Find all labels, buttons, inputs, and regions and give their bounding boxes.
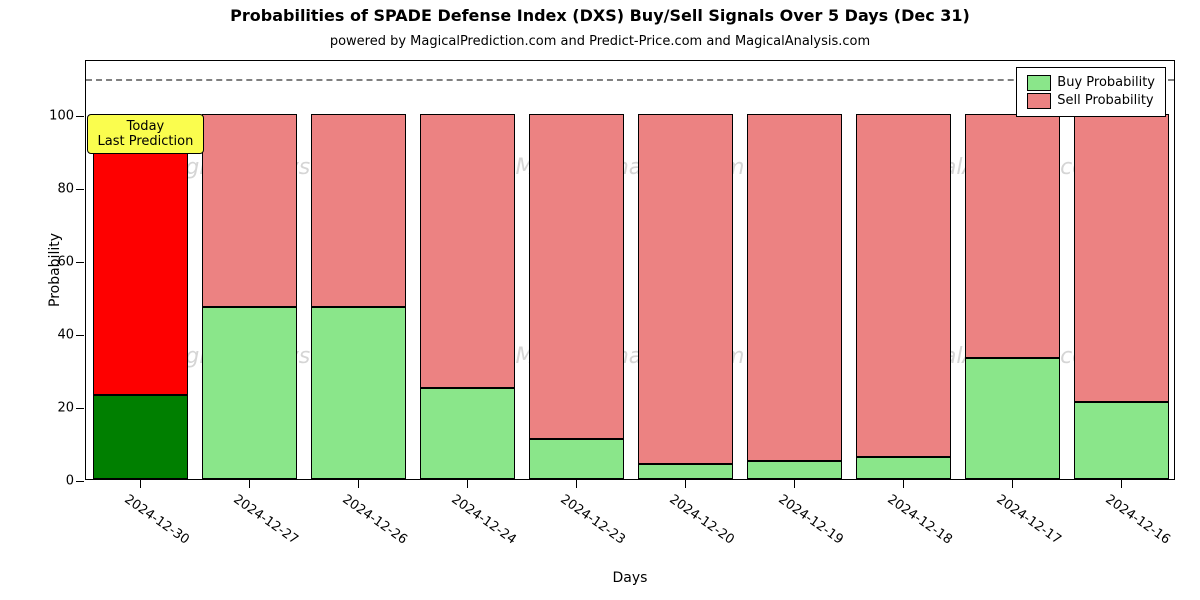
x-tick-label: 2024-12-27 [230, 492, 301, 548]
x-tick-label: 2024-12-23 [557, 492, 628, 548]
legend-label: Buy Probability [1057, 74, 1155, 92]
x-tick [1121, 480, 1122, 488]
x-tick-label: 2024-12-24 [448, 492, 519, 548]
y-axis-label: Probability [47, 233, 63, 307]
bar-segment-buy [420, 388, 516, 479]
bar-segment-sell [202, 114, 298, 308]
x-tick [467, 480, 468, 488]
legend-row: Sell Probability [1027, 92, 1155, 110]
chart-title: Probabilities of SPADE Defense Index (DX… [0, 6, 1200, 25]
today-annotation: Today Last Prediction [87, 114, 205, 154]
x-axis-label: Days [85, 570, 1175, 586]
x-tick-label: 2024-12-16 [1102, 492, 1173, 548]
x-tick [249, 480, 250, 488]
bar-column [529, 114, 625, 479]
bar-segment-buy [202, 307, 298, 479]
x-tick [358, 480, 359, 488]
bar-segment-sell [1074, 114, 1170, 403]
bar-segment-buy [1074, 402, 1170, 479]
bar-segment-buy [529, 439, 625, 479]
x-tick [140, 480, 141, 488]
bar-segment-buy [638, 464, 734, 479]
bar-segment-sell [529, 114, 625, 439]
chart-root: Probabilities of SPADE Defense Index (DX… [0, 0, 1200, 600]
x-tick [576, 480, 577, 488]
x-tick [685, 480, 686, 488]
x-tick [1012, 480, 1013, 488]
bar-segment-buy [747, 461, 843, 479]
bar-column [856, 114, 952, 479]
bar-column [311, 114, 407, 479]
bar-segment-sell [965, 114, 1061, 359]
x-ticks: 2024-12-30 2024-12-27 2024-12-26 2024-12-24… [85, 480, 1175, 580]
bar-segment-sell [93, 114, 189, 395]
bar-segment-sell [311, 114, 407, 308]
x-tick [903, 480, 904, 488]
bar-column [638, 114, 734, 479]
bar-column [747, 114, 843, 479]
bar-segment-sell [856, 114, 952, 457]
plot-area: 020406080100 MagicalAnalysis.comMagicalA… [85, 60, 1175, 480]
x-tick-label: 2024-12-30 [121, 492, 192, 548]
bars-layer [86, 61, 1174, 479]
legend: Buy ProbabilitySell Probability [1016, 67, 1166, 117]
bar-segment-buy [311, 307, 407, 479]
x-tick [794, 480, 795, 488]
bar-segment-buy [965, 358, 1061, 479]
legend-row: Buy Probability [1027, 74, 1155, 92]
bar-column [202, 114, 298, 479]
x-tick-label: 2024-12-18 [884, 492, 955, 548]
bar-column [420, 114, 516, 479]
y-axis-label-wrap: Probability [18, 60, 92, 480]
bar-segment-sell [420, 114, 516, 388]
chart-subtitle: powered by MagicalPrediction.com and Pre… [0, 34, 1200, 49]
bar-segment-sell [747, 114, 843, 461]
legend-swatch [1027, 93, 1051, 109]
y-tick [76, 481, 84, 482]
bar-column [93, 114, 189, 479]
legend-label: Sell Probability [1057, 92, 1153, 110]
legend-swatch [1027, 75, 1051, 91]
bar-segment-buy [856, 457, 952, 479]
bar-segment-buy [93, 395, 189, 479]
x-tick-label: 2024-12-20 [666, 492, 737, 548]
x-tick-label: 2024-12-17 [993, 492, 1064, 548]
x-tick-label: 2024-12-19 [775, 492, 846, 548]
bar-column [1074, 114, 1170, 479]
bar-segment-sell [638, 114, 734, 465]
x-tick-label: 2024-12-26 [339, 492, 410, 548]
bar-column [965, 114, 1061, 479]
